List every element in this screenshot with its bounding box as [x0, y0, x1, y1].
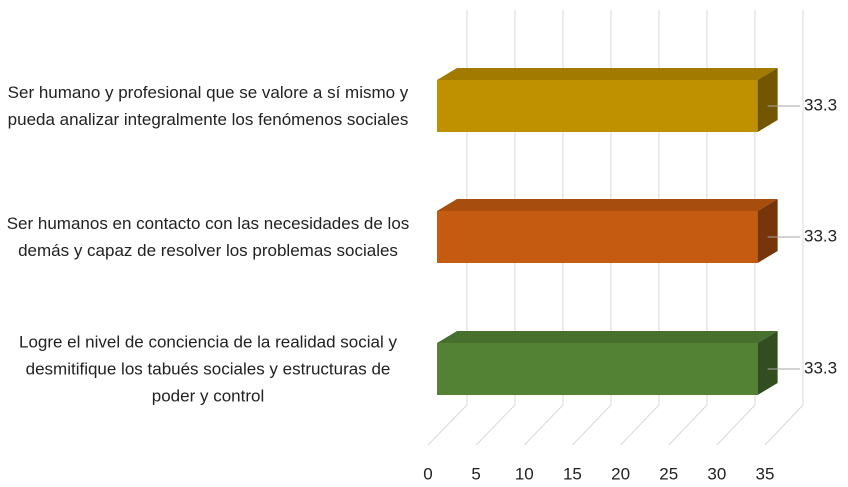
- x-tick-label: 30: [707, 464, 726, 483]
- x-tick-label: 15: [563, 464, 582, 483]
- data-label: 33.3: [804, 226, 837, 245]
- bar: [437, 343, 758, 395]
- category-label: Ser humano y profesional que se valore a…: [7, 83, 409, 129]
- floor-line: [620, 404, 660, 446]
- bar-top: [437, 68, 778, 80]
- floor-line: [475, 404, 516, 446]
- floor-line: [716, 404, 756, 446]
- x-tick-label: 5: [471, 464, 480, 483]
- bar-side: [757, 331, 778, 395]
- floor-line: [427, 404, 468, 446]
- data-label: 33.3: [804, 95, 837, 114]
- bar-side: [757, 199, 778, 263]
- bar: [437, 80, 758, 132]
- floor-line: [764, 404, 804, 446]
- bar: [437, 211, 758, 263]
- x-tick-label: 0: [423, 464, 432, 483]
- bar-top: [437, 331, 778, 343]
- category-label: Ser humanos en contacto con las necesida…: [6, 214, 410, 260]
- data-label: 33.3: [804, 358, 837, 377]
- floor-line: [668, 404, 708, 446]
- x-tick-label: 10: [515, 464, 534, 483]
- floor-line: [572, 404, 612, 446]
- floor-line: [523, 404, 564, 446]
- category-label: Logre el nivel de conciencia de la reali…: [18, 332, 397, 406]
- x-tick-label: 25: [659, 464, 678, 483]
- x-tick-label: 20: [611, 464, 630, 483]
- bar-top: [437, 199, 778, 211]
- x-tick-label: 35: [756, 464, 775, 483]
- bar-side: [757, 68, 778, 132]
